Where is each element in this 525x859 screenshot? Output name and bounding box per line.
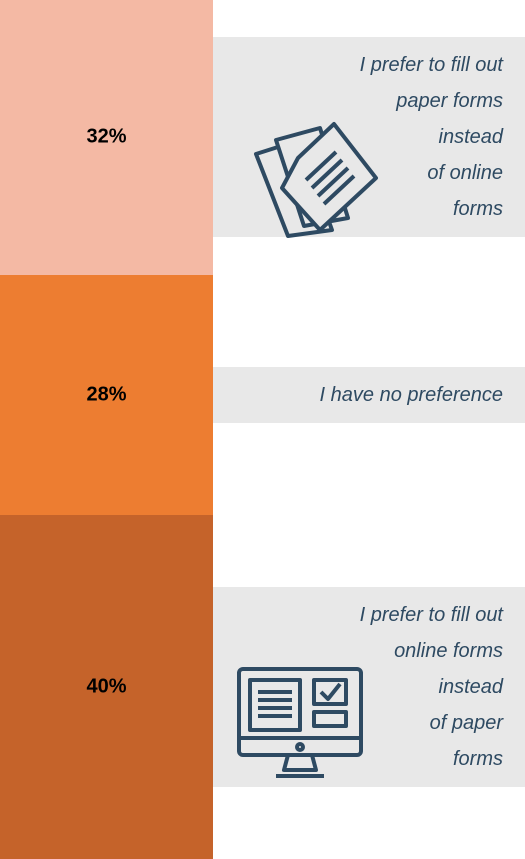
computer-icon [237, 667, 363, 778]
category-label: I prefer to fill out paper forms instead… [213, 37, 525, 238]
value-label: 28% [86, 383, 127, 406]
bar-segment [0, 515, 213, 859]
value-label: 40% [86, 675, 127, 698]
bar-segment [0, 0, 213, 275]
paper-icon [254, 122, 378, 238]
value-label: 32% [86, 125, 127, 148]
category-label: I have no preference [213, 367, 525, 424]
bar-segment [0, 274, 213, 516]
